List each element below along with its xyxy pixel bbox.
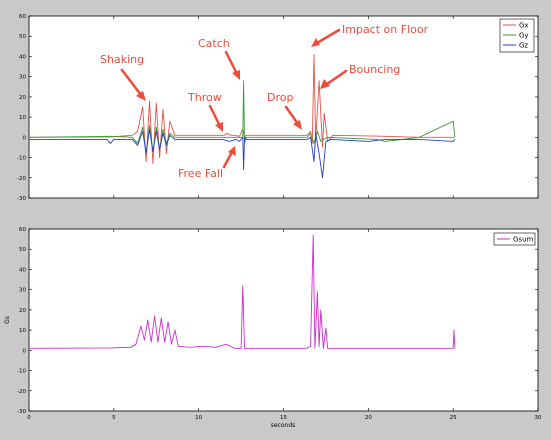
- legend-label-gz: Gz: [519, 42, 528, 50]
- y-tick-label: -20: [17, 176, 26, 182]
- series-layer: [28, 234, 456, 349]
- annotation-free-fall: Free Fall: [178, 167, 223, 180]
- annotation-arrows: [120, 28, 348, 169]
- arrow-bouncing: [325, 69, 348, 86]
- y-tick-label: -10: [17, 156, 26, 162]
- y-axis-label: Gs: [4, 316, 11, 324]
- arrowhead-impact: [311, 38, 320, 47]
- gyro-axes-panel: -30 -20 -10 0 10 20 30 40 50 60 Shaking Catch Imp…: [17, 14, 539, 202]
- arrow-free-fall: [222, 150, 234, 169]
- arrowhead-free-fall: [228, 146, 236, 156]
- arrowhead-throw: [215, 122, 223, 132]
- series-line-gsum: [28, 234, 456, 349]
- tick-layer: -30 -20 -10 0 10 20 30 40 50 60 0 5 10 15 20 25 30: [17, 227, 542, 421]
- x-tick-label: 10: [195, 415, 202, 421]
- arrow-catch: [224, 50, 239, 76]
- annotation-bouncing: Bouncing: [349, 63, 400, 76]
- x-axis-label: seconds: [271, 422, 296, 429]
- y-tick-label: 30: [19, 288, 26, 294]
- plot-area: [28, 15, 539, 199]
- arrow-shaking: [120, 68, 143, 97]
- annotation-impact-on-floor: Impact on Floor: [342, 23, 429, 36]
- y-tick-label: -30: [17, 196, 26, 202]
- annotation-throw: Throw: [187, 91, 222, 104]
- legend-label-gy: Gy: [519, 32, 529, 40]
- y-tick-label: 30: [19, 75, 26, 81]
- y-tick-label: 60: [19, 227, 26, 233]
- y-tick-label: -20: [17, 389, 26, 395]
- y-tick-label: 20: [19, 308, 26, 314]
- legend-box: [493, 232, 536, 246]
- y-tick-label: 10: [19, 115, 26, 121]
- y-tick-label: 40: [19, 267, 26, 273]
- y-tick-label: 0: [23, 348, 27, 354]
- y-tick-label: 40: [19, 54, 26, 60]
- annotation-catch: Catch: [198, 37, 230, 50]
- series-line-gz: [29, 128, 456, 179]
- arrowhead-drop: [293, 120, 302, 130]
- y-tick-label: 20: [19, 95, 26, 101]
- arrow-impact: [315, 28, 341, 45]
- y-tick-label: -10: [17, 369, 26, 375]
- series-line-gx: [28, 53, 455, 165]
- x-tick-label: 20: [365, 415, 372, 421]
- gsum-panel: -30 -20 -10 0 10 20 30 40 50 60 0 5 10 15 20 25 30 secon…: [4, 227, 542, 429]
- legend: Gx Gy Gz: [499, 18, 535, 53]
- x-tick-label: 30: [535, 415, 542, 421]
- arrowhead-bouncing: [320, 79, 330, 89]
- arrowhead-catch: [232, 70, 240, 80]
- x-tick-label: 5: [112, 415, 116, 421]
- annotation-drop: Drop: [267, 91, 293, 104]
- plot-area: [28, 228, 539, 412]
- y-tick-label: 10: [19, 328, 26, 334]
- y-tick-label: 50: [19, 247, 26, 253]
- x-tick-label: 15: [280, 415, 287, 421]
- y-tick-label: 0: [23, 135, 27, 141]
- legend-label-gx: Gx: [519, 22, 529, 30]
- legend: Gsum: [493, 232, 536, 246]
- y-tick-label: 50: [19, 34, 26, 40]
- arrowhead-shaking: [136, 91, 146, 101]
- x-tick-label: 0: [27, 415, 31, 421]
- legend-label-gsum: Gsum: [513, 236, 534, 244]
- series-layer: [28, 53, 456, 179]
- x-tick-label: 25: [450, 415, 457, 421]
- y-tick-label: 60: [19, 14, 26, 20]
- y-tick-label: -30: [17, 409, 26, 415]
- annotation-shaking: Shaking: [100, 53, 144, 66]
- annotation-layer: Shaking Catch Impact on Floor Bouncing T…: [100, 23, 429, 180]
- tick-layer: -30 -20 -10 0 10 20 30 40 50 60: [17, 14, 539, 202]
- arrow-drop: [284, 105, 300, 126]
- arrow-throw: [208, 104, 222, 128]
